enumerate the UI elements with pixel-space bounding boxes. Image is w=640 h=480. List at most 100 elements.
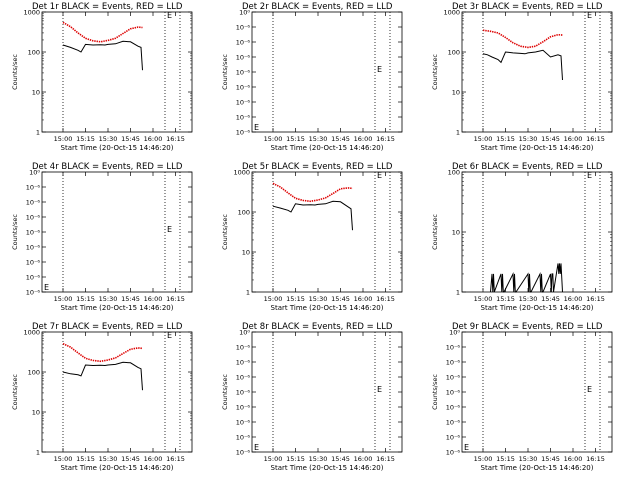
x-axis-label: Start Time (20-Oct-15 14:46:20) [271, 144, 384, 152]
y-axis-label: Counts/sec [221, 54, 229, 90]
x-tick-label: 16:15 [166, 455, 185, 463]
y-tick-label: 10⁻⁶ [236, 39, 251, 47]
x-tick-label: 15:15 [76, 135, 95, 143]
y-tick-label: 10⁻⁶ [446, 419, 461, 427]
y-tick-label: 10⁻⁶ [446, 374, 461, 382]
events-series-line [490, 263, 563, 293]
x-tick-label: 15:45 [541, 135, 560, 143]
event-marker-label: E [587, 171, 592, 180]
x-tick-label: 15:15 [76, 295, 95, 303]
lld-series-line [62, 342, 143, 363]
lld-series-line [62, 21, 143, 43]
x-axis-label: Start Time (20-Oct-15 14:46:20) [481, 464, 594, 472]
x-tick-label: 15:00 [474, 135, 493, 143]
x-axis-label: Start Time (20-Oct-15 14:46:20) [481, 304, 594, 312]
y-tick-label: 10⁻⁶ [236, 99, 251, 107]
event-marker-label: E [254, 443, 259, 452]
x-axis-label: Start Time (20-Oct-15 14:46:20) [61, 144, 174, 152]
x-tick-label: 15:30 [99, 455, 118, 463]
y-tick-label: 10⁻⁶ [236, 69, 251, 77]
y-tick-label: 10⁻⁶ [236, 374, 251, 382]
x-tick-label: 15:45 [121, 135, 140, 143]
events-series-line [62, 40, 143, 71]
x-tick-label: 15:30 [99, 135, 118, 143]
y-tick-label: 1 [456, 289, 460, 297]
x-tick-label: 16:00 [144, 135, 163, 143]
y-tick-label: 1 [36, 129, 40, 137]
x-tick-label: 16:15 [166, 295, 185, 303]
y-axis-label: Counts/sec [11, 54, 19, 90]
x-tick-label: 15:30 [519, 295, 538, 303]
plot-frame [41, 331, 193, 453]
y-tick-label: 10⁻⁶ [26, 214, 41, 222]
y-tick-label: 100 [238, 209, 250, 217]
x-tick-label: 16:00 [564, 455, 583, 463]
x-tick-label: 15:45 [541, 295, 560, 303]
y-tick-label: 1 [246, 289, 250, 297]
y-tick-label: 10⁻⁶ [446, 359, 461, 367]
x-tick-label: 16:00 [354, 295, 373, 303]
event-marker-label: E [44, 283, 49, 292]
x-tick-label: 16:00 [354, 455, 373, 463]
y-tick-label: 10⁻⁶ [446, 389, 461, 397]
y-tick-label: 10 [452, 229, 460, 237]
x-tick-label: 15:00 [474, 295, 493, 303]
x-tick-label: 15:15 [76, 455, 95, 463]
x-axis-label: Start Time (20-Oct-15 14:46:20) [481, 144, 594, 152]
x-tick-label: 15:15 [496, 135, 515, 143]
x-tick-label: 16:00 [354, 135, 373, 143]
y-tick-label: 10⁻⁶ [26, 199, 41, 207]
y-tick-label: 1000 [23, 9, 40, 17]
y-tick-label: 10 [452, 89, 460, 97]
y-tick-label: 100 [448, 49, 460, 57]
y-tick-label: 10⁻⁶ [236, 434, 251, 442]
event-marker-label: E [464, 443, 469, 452]
event-marker-label: E [254, 123, 259, 132]
panel-9: Det 9r BLACK = Events, RED = LLD Counts/s… [431, 322, 613, 472]
x-tick-label: 16:00 [144, 295, 163, 303]
plot-frame [461, 11, 613, 133]
x-tick-label: 15:00 [264, 135, 283, 143]
x-axis-label: Start Time (20-Oct-15 14:46:20) [61, 304, 174, 312]
x-tick-label: 15:00 [54, 455, 73, 463]
y-tick-label: 10⁻⁶ [236, 114, 251, 122]
x-tick-label: 15:00 [264, 295, 283, 303]
y-axis-label: Counts/sec [431, 374, 439, 410]
x-tick-label: 15:45 [541, 455, 560, 463]
y-tick-label: 10⁻⁶ [26, 184, 41, 192]
panel-title: Det 4r BLACK = Events, RED = LLD [32, 162, 183, 172]
panel-title: Det 5r BLACK = Events, RED = LLD [242, 162, 393, 172]
x-tick-label: 16:15 [376, 295, 395, 303]
y-tick-label: 10⁻⁶ [236, 389, 251, 397]
y-axis-label: Counts/sec [221, 214, 229, 250]
x-tick-label: 15:30 [519, 135, 538, 143]
x-tick-label: 15:45 [331, 295, 350, 303]
x-tick-label: 15:30 [99, 295, 118, 303]
x-tick-label: 15:15 [496, 455, 515, 463]
events-series-line [272, 200, 353, 231]
x-tick-label: 15:00 [474, 455, 493, 463]
plot-frame [41, 11, 193, 133]
x-tick-label: 16:15 [376, 135, 395, 143]
event-marker-label: E [167, 331, 172, 340]
panel-title: Det 6r BLACK = Events, RED = LLD [452, 162, 603, 172]
x-tick-label: 15:00 [54, 135, 73, 143]
y-tick-label: 10⁻⁶ [26, 274, 41, 282]
y-tick-label: 10⁰ [239, 9, 250, 17]
event-marker-label: E [587, 385, 592, 394]
x-tick-label: 15:30 [309, 455, 328, 463]
event-marker-label: E [377, 385, 382, 394]
x-tick-label: 15:45 [121, 295, 140, 303]
events-series-line [62, 361, 143, 391]
y-tick-label: 10⁻⁶ [236, 449, 251, 457]
panel-7: Det 7r BLACK = Events, RED = LLD Counts/s… [11, 322, 193, 472]
x-tick-label: 15:15 [286, 295, 305, 303]
panel-6: Det 6r BLACK = Events, RED = LLD Counts/s… [431, 162, 613, 312]
y-tick-label: 10⁻⁶ [446, 434, 461, 442]
x-tick-label: 16:15 [586, 295, 605, 303]
x-tick-label: 15:00 [54, 295, 73, 303]
y-tick-label: 10⁻⁶ [26, 229, 41, 237]
y-axis-label: Counts/sec [11, 214, 19, 250]
y-tick-label: 10 [242, 249, 250, 257]
x-tick-label: 15:30 [309, 295, 328, 303]
